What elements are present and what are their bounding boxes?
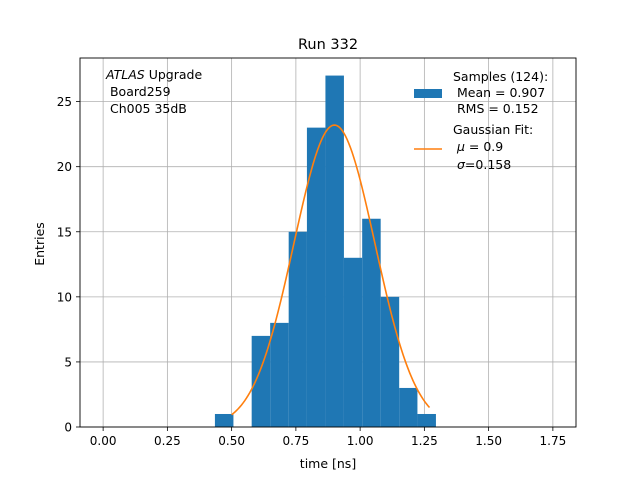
y-tick-label: 0 xyxy=(64,421,72,435)
histogram-bar xyxy=(417,413,436,427)
histogram-bar xyxy=(288,231,307,427)
y-tick-label: 5 xyxy=(64,355,72,369)
legend-fit-line-1: Gaussian Fit: xyxy=(453,122,533,137)
x-axis-ticks: 0.00 0.25 0.50 0.75 1.00 1.25 1.50 1.75 xyxy=(90,427,566,448)
x-axis-label: time [ns] xyxy=(300,456,356,471)
x-tick-label: 1.50 xyxy=(475,434,502,448)
x-tick-label: 0.50 xyxy=(218,434,245,448)
histogram-bar xyxy=(362,218,381,427)
x-tick-label: 0.25 xyxy=(154,434,181,448)
histogram-bar xyxy=(306,127,326,427)
legend: Samples (124): Mean = 0.907 RMS = 0.152 … xyxy=(414,69,548,172)
y-tick-label: 25 xyxy=(57,95,72,109)
plot-frame xyxy=(79,57,577,428)
y-axis-ticks: 0 5 10 15 20 25 xyxy=(57,95,80,435)
histogram-bars xyxy=(214,75,436,428)
legend-samples-swatch xyxy=(414,89,442,98)
y-tick-label: 20 xyxy=(57,160,72,174)
x-tick-label: 0.75 xyxy=(283,434,310,448)
legend-fit-mu: μ = 0.9 xyxy=(453,139,503,154)
annotation-line-1: ATLAS Upgrade xyxy=(105,67,202,82)
histogram-bar xyxy=(325,75,344,428)
x-tick-label: 1.00 xyxy=(347,434,374,448)
y-tick-label: 15 xyxy=(57,225,72,239)
legend-samples-line-2: Mean = 0.907 xyxy=(453,85,545,100)
histogram-bar xyxy=(270,322,289,427)
histogram-bar xyxy=(214,413,234,427)
x-tick-label: 1.25 xyxy=(411,434,438,448)
annotation-block: ATLAS Upgrade Board259 Ch005 35dB xyxy=(105,67,202,116)
histogram-bar xyxy=(251,335,271,427)
legend-samples-line-1: Samples (124): xyxy=(453,69,548,84)
x-tick-label: 0.00 xyxy=(90,434,117,448)
histogram-bar xyxy=(380,296,400,427)
legend-fit-sigma: σ=0.158 xyxy=(453,157,511,172)
histogram-bar xyxy=(343,257,363,427)
y-tick-label: 10 xyxy=(57,290,72,304)
gaussian-fit-curve xyxy=(231,124,431,416)
y-axis-label: Entries xyxy=(32,222,47,266)
x-tick-label: 1.75 xyxy=(540,434,567,448)
annotation-line-2: Board259 xyxy=(106,84,171,99)
histogram-bar xyxy=(399,387,418,427)
annotation-line-3: Ch005 35dB xyxy=(106,101,187,116)
chart-title: Run 332 xyxy=(298,37,358,53)
legend-samples-line-3: RMS = 0.152 xyxy=(453,101,539,116)
